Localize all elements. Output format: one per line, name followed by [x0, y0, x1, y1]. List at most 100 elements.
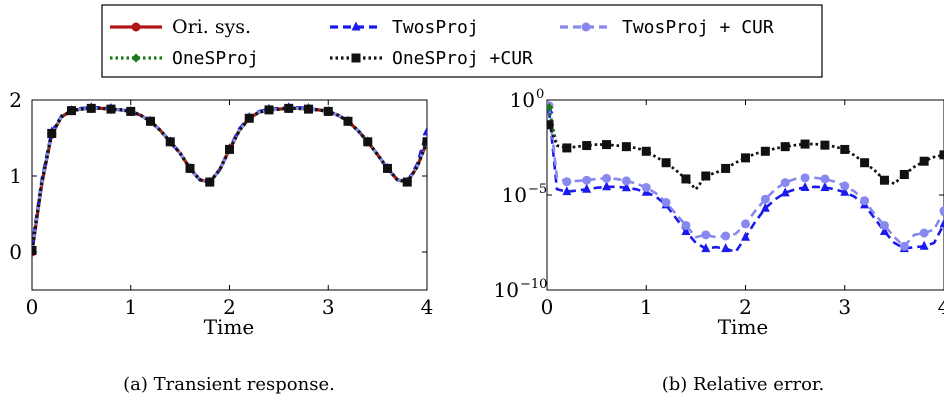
- panel-a-point-onesproj-cur: [47, 128, 57, 138]
- panel-a-point-onesproj-cur: [244, 113, 254, 123]
- panel-b-point-onesproj-cur: [721, 163, 731, 173]
- panel-b-ytick-base: 10: [510, 88, 535, 112]
- panel-b-point-twosproj-cur: [820, 174, 830, 184]
- panel-a-ytick-label: 1: [9, 164, 22, 188]
- panel-b: 0123410010−510−10 Time (b) Relative erro…: [494, 87, 944, 395]
- panel-a-point-onesproj-cur: [32, 245, 37, 255]
- panel-a-caption: (a) Transient response.: [123, 374, 335, 395]
- panel-a-point-onesproj-cur: [383, 163, 392, 173]
- legend-marker-twosproj-cur: [581, 22, 591, 32]
- legend: Ori. sys. TwosProj TwosProj + CUR OneSProj O…: [101, 4, 823, 78]
- legend-entry-ori-sys: Ori. sys.: [110, 16, 251, 38]
- panel-a-series-onesproj-cur: [32, 103, 427, 255]
- panel-a-xtick-label: 0: [26, 295, 39, 319]
- panel-a-series-onesproj: [32, 103, 427, 255]
- legend-entry-onesproj: OneSProj: [110, 48, 259, 69]
- panel-b-point-twosproj: [562, 186, 572, 196]
- panel-a-point-onesproj-cur: [225, 144, 234, 154]
- panel-a-point-onesproj-cur: [264, 105, 274, 115]
- panel-b-point-twosproj: [780, 187, 790, 197]
- panel-b-point-onesproj-cur: [562, 143, 572, 153]
- legend-marker-onesproj: [131, 53, 141, 63]
- panel-b-point-onesproj-cur: [780, 142, 790, 152]
- panel-b-point-twosproj-cur: [899, 241, 909, 251]
- panel-b-point-onesproj-cur: [661, 158, 671, 168]
- panel-b-point-twosproj: [760, 202, 770, 212]
- panel-a-point-onesproj-cur: [304, 104, 313, 114]
- panel-a-point-onesproj-cur: [106, 104, 116, 114]
- panel-a-line-onesproj: [32, 106, 427, 251]
- panel-a-ytick-label: 2: [9, 88, 22, 112]
- panel-b-point-twosproj-cur: [939, 206, 944, 216]
- panel-b-point-twosproj-cur: [681, 220, 691, 230]
- panel-a-series-ori-sys: [32, 103, 427, 257]
- panel-a-xtick-label: 4: [421, 295, 434, 319]
- panel-a-point-onesproj-cur: [343, 116, 353, 126]
- panel-a-point-onesproj-cur: [402, 177, 412, 187]
- panel-a-point-onesproj-cur: [422, 137, 427, 147]
- panel-b-caption: (b) Relative error.: [662, 374, 825, 395]
- panel-b-xtick-label: 2: [739, 295, 752, 319]
- panel-b-point-twosproj: [820, 181, 830, 191]
- panel-b-point-onesproj-cur: [840, 144, 850, 154]
- panel-b-ytick-exp: −10: [520, 277, 547, 292]
- legend-entry-twosproj-cur: TwosProj + CUR: [560, 17, 774, 38]
- panel-b-ytick-base: 10: [494, 278, 519, 302]
- panel-b-point-twosproj: [800, 181, 810, 191]
- panel-b-ytick-base: 10: [502, 183, 527, 207]
- panel-a-line-ori-sys: [32, 106, 427, 253]
- legend-marker-ori-sys: [131, 22, 141, 32]
- panel-a-point-onesproj-cur: [205, 177, 215, 187]
- panel-a-point-onesproj-cur: [323, 106, 333, 116]
- panel-a-point-onesproj-cur: [67, 106, 76, 116]
- panel-b-point-onesproj-cur: [641, 146, 651, 156]
- panel-b-point-twosproj-cur: [641, 182, 651, 192]
- panel-b-point-twosproj: [602, 181, 612, 191]
- panel-b-point-twosproj-cur: [741, 219, 750, 229]
- panel-b-point-twosproj: [582, 183, 592, 193]
- panel-b-point-onesproj-cur: [621, 142, 631, 152]
- panel-b-point-onesproj-cur: [741, 153, 750, 163]
- panel-a-point-onesproj-cur: [165, 137, 175, 147]
- panel-a-line-twosproj-cur: [32, 106, 427, 251]
- panel-b-point-twosproj: [879, 225, 889, 235]
- panel-b-point-twosproj: [741, 231, 750, 241]
- panel-b-point-twosproj: [721, 243, 731, 253]
- panel-a-xtick-label: 1: [124, 295, 137, 319]
- panel-b-point-twosproj-cur: [919, 228, 929, 238]
- panel-a-xtick-label: 2: [223, 295, 236, 319]
- panel-a-point-onesproj-cur: [185, 163, 195, 173]
- panel-a-point-twosproj: [422, 126, 427, 136]
- panel-b-xtick-label: 3: [838, 295, 851, 319]
- panel-b-xtick-label: 4: [938, 295, 944, 319]
- panel-b-ytick-exp: −5: [528, 182, 547, 197]
- panel-a-point-onesproj-cur: [363, 137, 373, 147]
- panel-b-point-onesproj-cur: [800, 139, 810, 149]
- panel-b-xtick-label: 1: [640, 295, 653, 319]
- panel-b-point-twosproj: [939, 218, 944, 228]
- panel-b-point-twosproj: [840, 186, 850, 196]
- legend-box: [101, 4, 823, 78]
- panel-b-point-twosproj: [701, 243, 711, 253]
- panel-b-point-onesproj-cur: [860, 158, 870, 168]
- panel-b-point-twosproj-cur: [661, 198, 671, 208]
- panel-b-point-onesproj-cur: [820, 140, 830, 150]
- panel-b-point-twosproj: [681, 225, 691, 235]
- panel-b-point-onesproj-cur: [582, 141, 592, 151]
- panel-b-point-twosproj: [621, 182, 631, 192]
- legend-label-ori-sys: Ori. sys.: [172, 16, 251, 38]
- panel-b-point-twosproj-cur: [701, 230, 711, 240]
- panel-b-ytick-label: 10 −10: [494, 277, 548, 302]
- panel-b-point-twosproj-cur: [582, 175, 592, 185]
- panel-b-point-twosproj-cur: [860, 196, 870, 206]
- panel-b-point-twosproj-cur: [800, 173, 810, 183]
- panel-a-axes: [31, 99, 428, 291]
- panel-b-series-twosproj-cur: [547, 101, 944, 251]
- panel-b-ytick-label: 10 −5: [502, 182, 548, 207]
- panel-b-point-twosproj-cur: [780, 178, 790, 188]
- panel-b-point-onesproj-cur: [939, 150, 944, 160]
- legend-label-twosproj: TwosProj: [392, 17, 479, 38]
- panel-b-ytick-exp: 0: [536, 87, 544, 102]
- legend-marker-twosproj: [351, 21, 361, 31]
